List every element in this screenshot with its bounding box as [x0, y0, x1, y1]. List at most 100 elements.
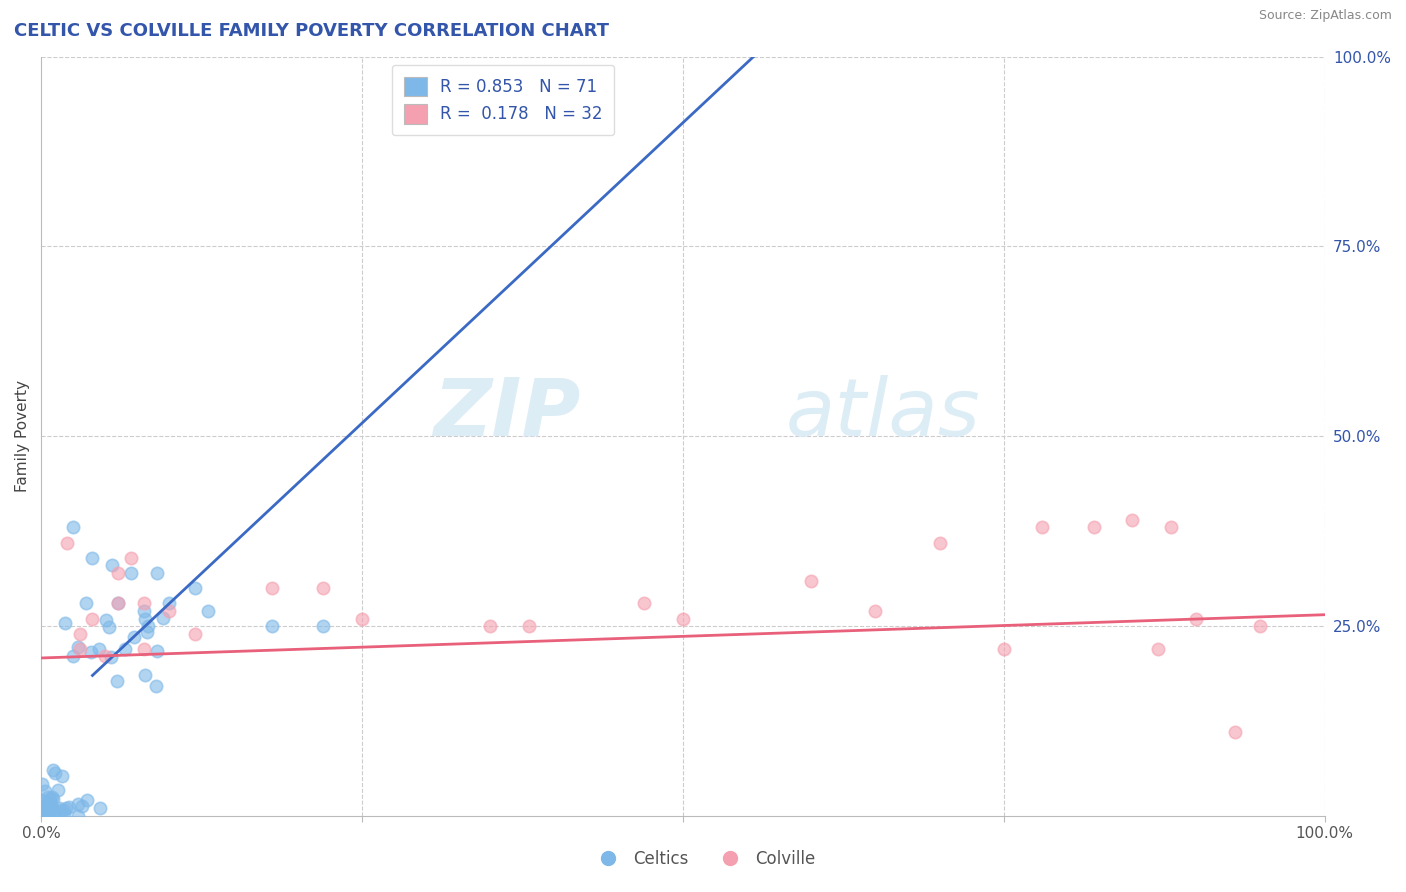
Point [79, 645, 101, 659]
Point [865, 604, 887, 618]
Point [34, 807, 56, 822]
Point [312, 581, 335, 595]
Point [134, 667, 156, 681]
Point [31, 776, 53, 790]
Point [69, 626, 91, 640]
Point [35, 804, 58, 818]
Point [152, 611, 174, 625]
Point [114, 641, 136, 656]
Legend: Celtics, Colville: Celtics, Colville [585, 844, 821, 875]
Point [184, 581, 207, 595]
Point [82, 611, 104, 625]
Point [55, 801, 77, 815]
Point [993, 641, 1015, 656]
Point [58, 799, 80, 814]
Point [94, 613, 117, 627]
Point [75, 596, 97, 610]
Point [39, 800, 62, 814]
Point [107, 596, 129, 610]
Point [46, 783, 69, 797]
Point [928, 535, 950, 549]
Point [62, 649, 84, 664]
Point [159, 604, 181, 618]
Point [41, 807, 63, 822]
Point [35, 806, 58, 821]
Point [517, 619, 540, 633]
Point [800, 574, 823, 588]
Point [312, 619, 335, 633]
Point [1223, 725, 1246, 739]
Point [120, 550, 142, 565]
Point [69, 641, 91, 656]
Point [44, 804, 66, 818]
Point [136, 624, 159, 639]
Point [262, 581, 284, 595]
Text: CELTIC VS COLVILLE FAMILY POVERTY CORRELATION CHART: CELTIC VS COLVILLE FAMILY POVERTY CORREL… [14, 22, 609, 40]
Point [82, 550, 104, 565]
Point [145, 679, 167, 693]
Point [100, 558, 122, 573]
Point [132, 604, 155, 618]
Point [37, 804, 59, 818]
Point [41, 790, 63, 805]
Point [633, 596, 655, 610]
Point [184, 626, 207, 640]
Legend: R = 0.853   N = 71, R =  0.178   N = 32: R = 0.853 N = 71, R = 0.178 N = 32 [392, 65, 614, 136]
Point [132, 596, 155, 610]
Point [94, 649, 117, 664]
Point [67, 640, 90, 654]
Point [67, 809, 90, 823]
Point [39, 792, 62, 806]
Point [31, 792, 53, 806]
Point [105, 674, 128, 689]
Point [1146, 641, 1168, 656]
Point [42, 804, 65, 818]
Point [67, 797, 90, 811]
Point [37, 795, 59, 809]
Point [72, 798, 94, 813]
Point [197, 604, 219, 618]
Point [31, 798, 53, 813]
Point [350, 611, 373, 625]
Point [34, 808, 56, 822]
Point [49, 803, 72, 817]
Point [98, 620, 121, 634]
Point [53, 803, 76, 817]
Point [41, 763, 63, 777]
Point [62, 520, 84, 534]
Text: ZIP: ZIP [433, 375, 581, 452]
Point [107, 566, 129, 580]
Point [51, 769, 73, 783]
Point [1121, 513, 1143, 527]
Point [1031, 520, 1053, 534]
Point [479, 619, 502, 633]
Point [672, 611, 695, 625]
Point [31, 800, 53, 814]
Point [122, 630, 145, 644]
Point [35, 801, 58, 815]
Point [35, 803, 58, 817]
Point [44, 766, 66, 780]
Point [32, 805, 55, 820]
Point [87, 641, 110, 656]
Point [134, 612, 156, 626]
Point [39, 800, 62, 814]
Point [107, 596, 129, 610]
Point [53, 616, 76, 631]
Point [136, 619, 159, 633]
Point [100, 650, 122, 665]
Point [1185, 611, 1208, 625]
Point [41, 802, 63, 816]
Point [52, 806, 75, 821]
Point [132, 641, 155, 656]
Point [48, 801, 70, 815]
Point [34, 783, 56, 797]
Point [89, 800, 111, 814]
Point [145, 566, 167, 580]
Point [159, 596, 181, 610]
Point [76, 793, 98, 807]
Point [120, 566, 142, 580]
Point [146, 644, 169, 658]
Point [39, 794, 62, 808]
Point [1250, 619, 1272, 633]
